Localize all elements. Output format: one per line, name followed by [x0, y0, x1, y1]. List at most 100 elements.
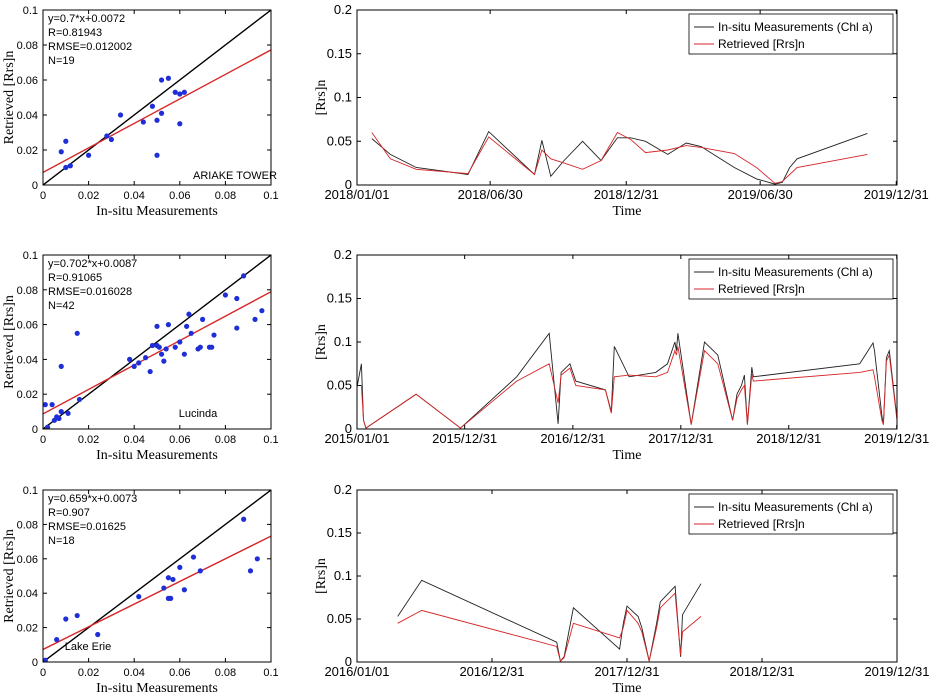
data-point: [177, 564, 183, 571]
stats-line: R=0.91065: [48, 272, 102, 284]
y-tick-label: 0.08: [17, 285, 38, 297]
data-point: [65, 410, 71, 416]
x-tick-label: 0.1: [263, 667, 278, 679]
site-label: ARIAKE TOWER: [193, 170, 277, 182]
data-point: [49, 402, 55, 408]
data-point: [44, 424, 51, 429]
scatter-panel-3: 0 0.02 0.04 0.06 0.08 0.1 0 0.02 0.04 0.06 0.08 0.1…: [2, 485, 279, 696]
data-point: [136, 360, 142, 366]
data-point: [234, 325, 240, 331]
axes-box: [42, 254, 272, 430]
y-tick-label: 0: [345, 421, 352, 436]
y-tick-label: 0: [345, 177, 352, 192]
x-tick-label: 0: [40, 667, 46, 679]
y-axis-label: [Rrs]n: [314, 80, 329, 116]
legend-label: In-situ Measurements (Chl a): [718, 265, 873, 279]
data-point: [222, 292, 228, 298]
x-tick-label: 0.1: [263, 434, 278, 446]
stats-line: R=0.81943: [48, 27, 102, 39]
x-tick-label: 0.06: [169, 190, 190, 202]
y-tick-label: 0: [345, 654, 352, 669]
x-axis-label: In-situ Measurements: [96, 204, 218, 219]
x-tick-label: 2019/06/30: [728, 187, 793, 202]
x-tick-label: 2016/12/31: [459, 664, 524, 679]
data-point: [54, 637, 60, 643]
legend-box: [688, 13, 894, 55]
data-point: [104, 133, 110, 139]
y-tick-label: 0.05: [327, 378, 352, 393]
y-axis-label: [Rrs]n: [314, 558, 329, 594]
x-tick-label: 2016/01/01: [324, 664, 389, 679]
x-tick-label: 0.08: [215, 190, 236, 202]
x-tick-label: 2019/12/31: [864, 187, 929, 202]
insitu-series-line: [357, 332, 897, 429]
y-tick-label: 0.1: [334, 568, 352, 583]
x-axis-label: Time: [612, 681, 641, 696]
x-tick-label: 0.06: [169, 667, 190, 679]
identity-line: [43, 10, 271, 185]
data-point: [140, 119, 146, 125]
y-tick-label: 0.1: [23, 5, 38, 17]
y-axis-label: Retrieved [Rrs]n: [2, 529, 17, 623]
x-tick-label: 2018/01/01: [324, 187, 389, 202]
data-point: [165, 595, 171, 601]
data-point: [76, 396, 83, 403]
x-tick-label: 2017/12/31: [648, 431, 713, 446]
data-point: [197, 344, 203, 350]
data-point: [158, 77, 165, 83]
y-tick-label: 0.15: [327, 525, 352, 540]
x-tick-label: 0: [40, 434, 46, 446]
data-point: [247, 568, 254, 574]
stats-line: N=19: [48, 55, 75, 67]
data-point: [127, 356, 133, 362]
data-point: [165, 322, 171, 328]
data-point: [181, 351, 187, 357]
y-tick-label: 0.1: [334, 90, 352, 105]
data-layer: [371, 130, 868, 185]
data-point: [197, 568, 203, 574]
data-layer: [43, 10, 271, 185]
y-tick-label: 0.06: [17, 75, 38, 87]
y-axis-label: Retrieved [Rrs]n: [2, 295, 17, 389]
y-tick-label: 0.06: [17, 320, 38, 332]
data-point: [149, 103, 156, 109]
retrieved-series-line: [397, 592, 702, 662]
data-point: [161, 585, 167, 591]
stats-line: y=0.659*x+0.0073: [48, 493, 137, 505]
data-layer: [43, 490, 271, 662]
stats-line: N=42: [48, 300, 75, 312]
x-axis-label: Time: [612, 204, 641, 219]
stats-line: R=0.907: [48, 507, 90, 519]
data-point: [184, 323, 190, 329]
data-point: [241, 516, 247, 522]
data-point: [186, 311, 192, 317]
site-label: Lake Erie: [65, 641, 111, 653]
x-tick-label: 2019/12/31: [864, 431, 929, 446]
x-tick-label: 0.08: [215, 667, 236, 679]
data-point: [161, 358, 167, 364]
legend: In-situ Measurements (Chl a) Retrieved [R…: [688, 258, 894, 300]
legend-label: Retrieved [Rrs]n: [718, 282, 805, 296]
y-tick-label: 0.1: [23, 485, 38, 497]
data-point: [154, 152, 160, 158]
data-point: [181, 587, 187, 593]
data-point: [56, 415, 62, 422]
data-point: [58, 363, 64, 369]
x-tick-label: 2015/01/01: [324, 431, 389, 446]
insitu-series-line: [371, 130, 868, 185]
stats-line: y=0.7*x+0.0072: [48, 13, 125, 25]
y-tick-label: 0.08: [17, 40, 38, 52]
scatter-panel-1: 0 0.02 0.04 0.06 0.08 0.1 0 0.02 0.04 0.06 0.08 0.1…: [2, 5, 279, 219]
y-tick-label: 0.04: [17, 588, 38, 600]
data-point: [158, 110, 165, 116]
scatter-panel-2: 0 0.02 0.04 0.06 0.08 0.1 0 0.02 0.04 0.06 0.08 0.1…: [2, 250, 279, 463]
x-tick-label: 0.06: [169, 434, 190, 446]
x-axis-label: In-situ Measurements: [96, 681, 218, 696]
stats-line: RMSE=0.01625: [48, 521, 126, 533]
data-point: [252, 316, 258, 322]
y-tick-label: 0: [32, 657, 38, 669]
data-point: [188, 330, 194, 336]
x-tick-label: 2018/12/31: [729, 664, 794, 679]
data-point: [163, 346, 169, 352]
data-point: [63, 616, 69, 622]
